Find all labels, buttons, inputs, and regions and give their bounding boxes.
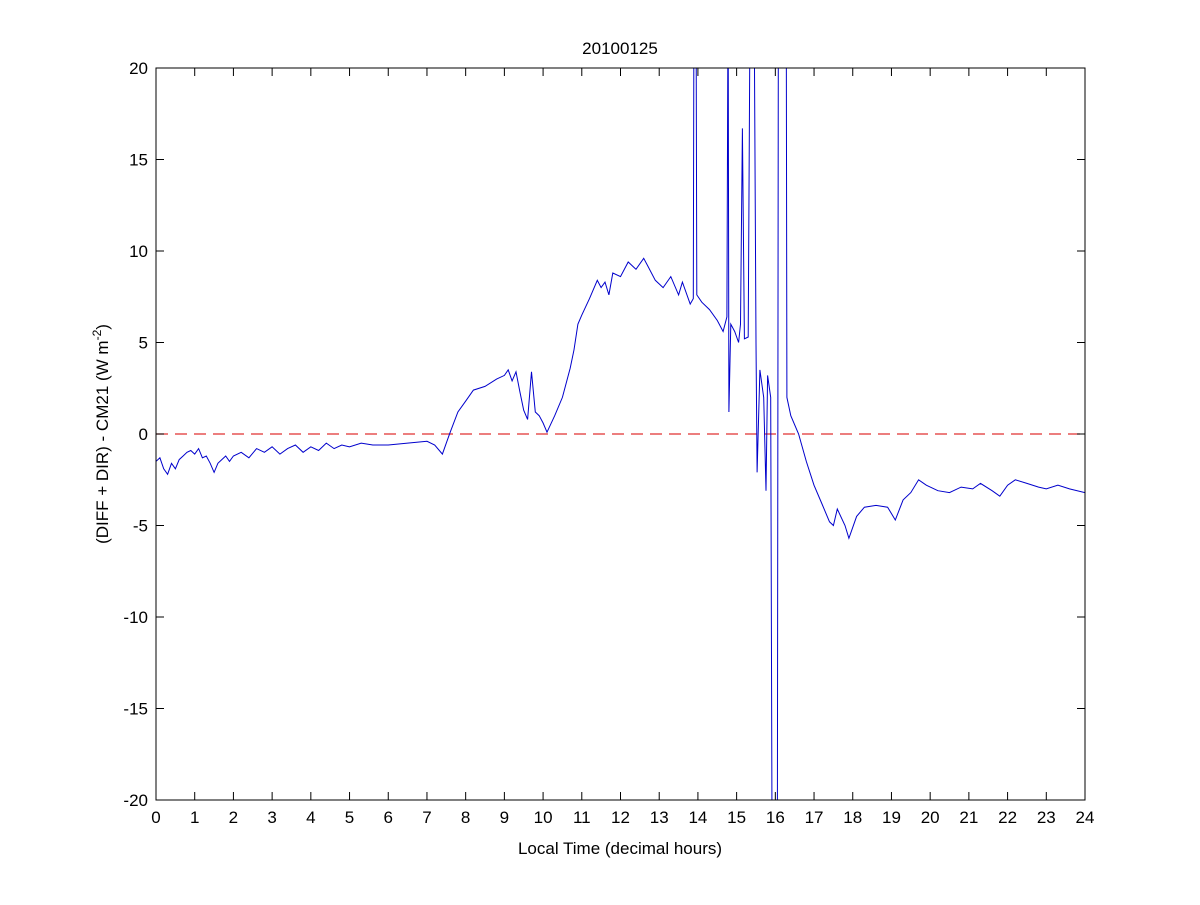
x-tick-label: 21 bbox=[959, 808, 978, 827]
y-axis-label: (DIFF + DIR) - CM21 (W m-2) bbox=[90, 324, 112, 544]
y-tick-label: 15 bbox=[129, 151, 148, 170]
x-tick-label: 16 bbox=[766, 808, 785, 827]
x-tick-label: 4 bbox=[306, 808, 315, 827]
y-axis-label-main: (DIFF + DIR) - CM21 (W m bbox=[93, 340, 112, 544]
y-tick-label: -15 bbox=[123, 700, 148, 719]
x-tick-label: 5 bbox=[345, 808, 354, 827]
y-tick-label: 20 bbox=[129, 59, 148, 78]
x-tick-label: 2 bbox=[229, 808, 238, 827]
x-tick-label: 12 bbox=[611, 808, 630, 827]
x-tick-label: 18 bbox=[843, 808, 862, 827]
x-tick-label: 11 bbox=[573, 808, 591, 827]
y-tick-label: 10 bbox=[129, 242, 148, 261]
x-tick-label: 3 bbox=[267, 808, 276, 827]
x-tick-label: 13 bbox=[650, 808, 669, 827]
x-tick-label: 1 bbox=[190, 808, 199, 827]
x-tick-label: 23 bbox=[1037, 808, 1056, 827]
x-tick-label: 0 bbox=[151, 808, 160, 827]
x-tick-label: 17 bbox=[805, 808, 824, 827]
x-tick-label: 22 bbox=[998, 808, 1017, 827]
y-tick-label: 0 bbox=[139, 425, 148, 444]
y-tick-label: 5 bbox=[139, 334, 148, 353]
y-tick-label: -20 bbox=[123, 791, 148, 810]
x-tick-label: 20 bbox=[921, 808, 940, 827]
chart-title: 20100125 bbox=[582, 39, 658, 58]
x-tick-label: 10 bbox=[534, 808, 553, 827]
y-axis-label-end: ) bbox=[93, 324, 112, 330]
y-axis-label-superscript: -2 bbox=[90, 329, 104, 340]
x-tick-label: 19 bbox=[882, 808, 901, 827]
x-tick-label: 8 bbox=[461, 808, 470, 827]
x-tick-label: 9 bbox=[500, 808, 509, 827]
x-tick-label: 24 bbox=[1076, 808, 1095, 827]
y-tick-label: -5 bbox=[133, 517, 148, 536]
x-tick-label: 6 bbox=[384, 808, 393, 827]
series-line bbox=[156, 68, 1085, 800]
y-tick-label: -10 bbox=[123, 608, 148, 627]
x-tick-label: 7 bbox=[422, 808, 431, 827]
x-axis-label: Local Time (decimal hours) bbox=[518, 839, 722, 858]
x-tick-label: 14 bbox=[688, 808, 707, 827]
x-tick-label: 15 bbox=[727, 808, 746, 827]
